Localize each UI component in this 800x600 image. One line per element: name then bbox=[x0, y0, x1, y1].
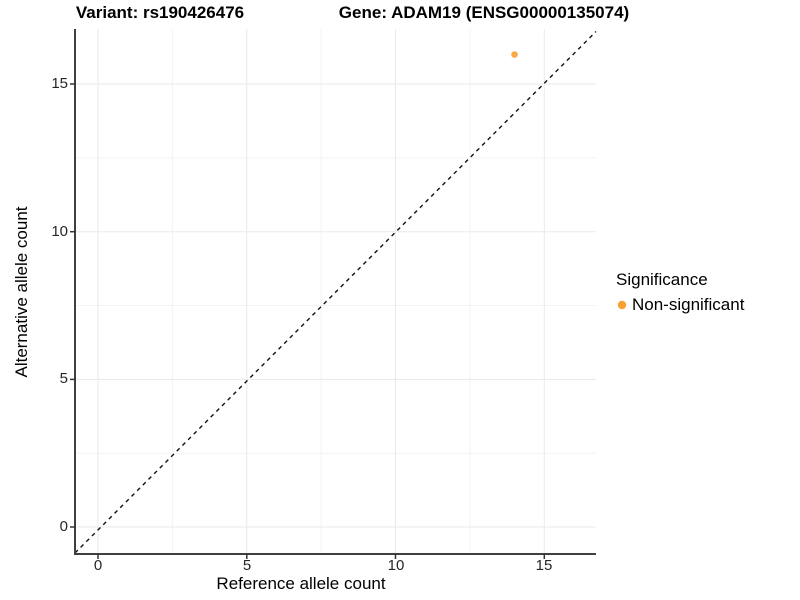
y-tick-label-5: 5 bbox=[59, 370, 68, 387]
legend-item-non-significant: Non-significant bbox=[616, 295, 796, 315]
legend-item-label: Non-significant bbox=[632, 295, 745, 314]
y-tick-label-0: 0 bbox=[59, 518, 68, 535]
identity-dashed-line bbox=[74, 31, 597, 554]
y-tick-label-15: 15 bbox=[51, 75, 68, 92]
legend-point-icon bbox=[617, 300, 627, 310]
gene-title: Gene: ADAM19 (ENSG00000135074) bbox=[338, 3, 630, 22]
axis-lines bbox=[74, 29, 596, 555]
legend-title: Significance bbox=[616, 270, 708, 289]
x-tick-label-15: 15 bbox=[535, 557, 553, 574]
legend: Significance Non-significant bbox=[616, 270, 796, 315]
variant-title: Variant: rs190426476 bbox=[75, 3, 245, 22]
x-tick-label-10: 10 bbox=[387, 557, 405, 574]
x-tick-label-0: 0 bbox=[93, 557, 103, 574]
x-tick-label-5: 5 bbox=[242, 557, 252, 574]
y-axis-title: Alternative allele count bbox=[12, 206, 31, 378]
legend-point-swatch bbox=[617, 300, 627, 310]
axis-tick-marks bbox=[70, 83, 546, 559]
major-gridlines bbox=[75, 29, 596, 554]
x-axis-title: Reference allele count bbox=[216, 574, 386, 593]
minor-gridlines bbox=[75, 29, 596, 554]
y-tick-label-10: 10 bbox=[51, 223, 68, 240]
data-point bbox=[511, 51, 518, 58]
